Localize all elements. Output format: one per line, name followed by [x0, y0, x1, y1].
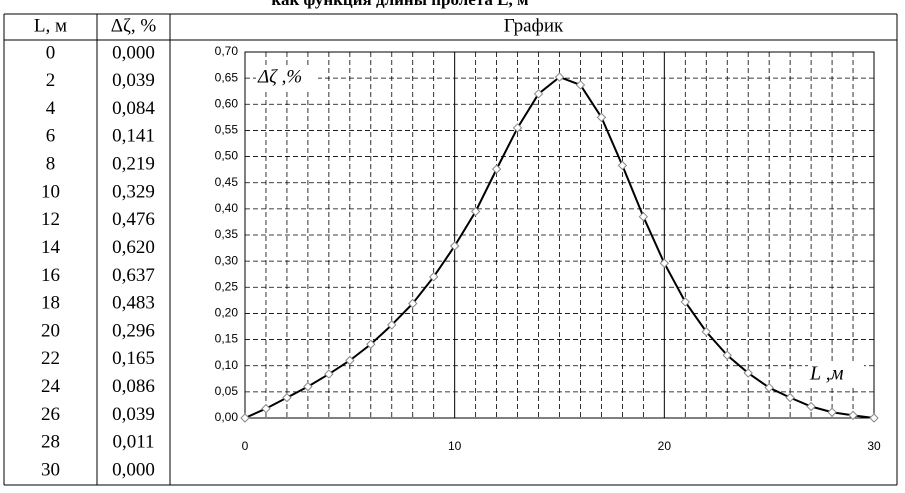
table-cell: 0,483: [112, 293, 155, 314]
data-point: [764, 382, 774, 393]
y-tick-label: 0,10: [215, 358, 239, 372]
table-cell: 0,011: [112, 432, 154, 453]
table-cell: 20: [41, 320, 60, 341]
data-point: [806, 401, 816, 412]
y-tick-label: 0,25: [215, 279, 239, 293]
data-point: [575, 80, 586, 90]
table-cell: 0,476: [112, 209, 155, 230]
data-point: [282, 392, 292, 403]
table-cell: 10: [41, 181, 60, 202]
table-header: Δζ, %: [111, 15, 157, 36]
x-tick-label: 20: [658, 439, 672, 453]
table-cell: 6: [46, 126, 56, 147]
data-point: [701, 327, 711, 337]
table-cell: 0,219: [112, 154, 155, 175]
table-cell: 0,086: [112, 376, 155, 397]
data-point: [240, 413, 250, 423]
x-tick-label: 30: [867, 439, 881, 453]
table-cell: 0,637: [112, 265, 155, 286]
table-cell: 0,039: [112, 404, 155, 425]
data-point: [617, 160, 628, 171]
data-point: [366, 339, 376, 349]
table-cell: 0,000: [112, 459, 155, 480]
label-bg: [808, 362, 864, 388]
y-tick-label: 0,50: [215, 149, 239, 163]
data-point: [303, 381, 313, 392]
label-bg: [256, 66, 318, 90]
data-point: [428, 272, 439, 282]
table-cell: 0,165: [112, 348, 155, 369]
data-point: [743, 368, 753, 378]
data-point: [470, 206, 481, 217]
table-cell: 0,000: [112, 42, 155, 63]
data-point: [324, 369, 334, 379]
table-cell: 30: [41, 459, 60, 480]
data-point: [869, 413, 879, 423]
table-cell: 0: [46, 42, 56, 63]
x-tick-label: 10: [448, 439, 462, 453]
plot-frame: [244, 51, 875, 419]
data-point: [387, 320, 397, 330]
table-cell: 24: [41, 376, 61, 397]
data-point: [722, 350, 732, 360]
data-point: [680, 297, 691, 307]
table-cell: 26: [41, 404, 60, 425]
y-tick-label: 0,55: [215, 123, 239, 137]
table-cell: 16: [41, 265, 60, 286]
table-header: L, м: [34, 15, 67, 36]
y-tick-label: 0,60: [215, 96, 239, 110]
table-header: График: [504, 15, 564, 36]
table-cell: 0,296: [112, 320, 155, 341]
table-cell: 2: [46, 70, 56, 91]
x-tick-label: 0: [242, 439, 249, 453]
data-point: [848, 410, 858, 421]
chart: 0,00 0,05 0,10 0,15 0,20 0,25 0,30 0,35 0,40 0,45…: [215, 44, 881, 453]
table-cell: 12: [41, 209, 60, 230]
title: как функция длины пролета L, м: [271, 0, 529, 9]
table-cell: 28: [41, 432, 60, 453]
data-point: [827, 407, 837, 417]
data-point: [408, 298, 418, 309]
table-cell: 0,039: [112, 70, 155, 91]
data-point: [449, 241, 460, 251]
table-cell: 4: [46, 98, 56, 119]
y-tick-label: 0,30: [215, 253, 239, 267]
table-cell: 18: [41, 293, 60, 314]
y-tick-label: 0,70: [215, 44, 239, 58]
table-cell: 0,084: [112, 98, 155, 119]
data-point: [491, 164, 502, 174]
table-cell: 14: [41, 237, 61, 258]
y-axis-label: Δζ ,%: [257, 66, 302, 87]
y-tick-label: 0,40: [215, 201, 239, 215]
x-axis-label: L ,м: [809, 363, 844, 385]
y-tick-label: 0,00: [215, 410, 239, 424]
data-point: [659, 258, 670, 268]
data-point: [554, 72, 565, 82]
table-cell: 22: [41, 348, 60, 369]
table-cell: 0,620: [112, 237, 155, 258]
data-point: [638, 211, 649, 222]
y-tick-label: 0,20: [215, 306, 239, 320]
data-point: [596, 112, 607, 123]
y-tick-label: 0,35: [215, 227, 239, 241]
data-point: [533, 89, 544, 99]
y-tick-label: 0,45: [215, 175, 239, 189]
y-tick-label: 0,15: [215, 332, 239, 346]
data-point: [785, 392, 795, 403]
data-point: [261, 403, 271, 414]
data-point: [512, 123, 523, 133]
y-tick-label: 0,05: [215, 384, 239, 398]
y-tick-label: 0,65: [215, 70, 239, 84]
table-cell: 0,329: [112, 181, 155, 202]
data-point: [345, 355, 355, 366]
table-cell: 0,141: [112, 126, 155, 147]
table-cell: 8: [46, 154, 56, 175]
